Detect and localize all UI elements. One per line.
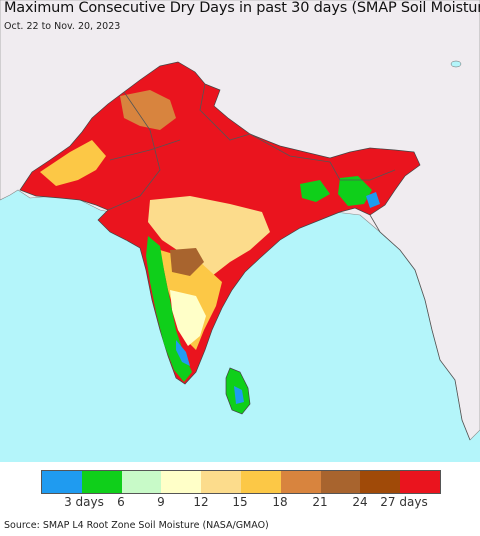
legend-label-21: 21 bbox=[312, 495, 328, 509]
legend-swatch-2 bbox=[121, 471, 162, 493]
legend-label-3: 3 days bbox=[64, 495, 104, 509]
legend-swatch-0 bbox=[42, 471, 82, 493]
map bbox=[0, 0, 480, 462]
date-range: Oct. 22 to Nov. 20, 2023 bbox=[4, 21, 121, 32]
zone-blue-ne bbox=[366, 192, 380, 208]
zone-blue-kerala bbox=[176, 340, 190, 366]
myanmar-coast bbox=[369, 214, 471, 441]
source-credit: Source: SMAP L4 Root Zone Soil Moisture … bbox=[4, 520, 269, 531]
zone-green-east bbox=[338, 176, 372, 206]
zone-brown-deccan bbox=[170, 248, 204, 276]
legend-swatch-3 bbox=[161, 471, 202, 493]
map-title: Maximum Consecutive Dry Days in past 30 … bbox=[4, 0, 480, 16]
legend-swatch-6 bbox=[280, 471, 321, 493]
legend-swatch-8 bbox=[360, 471, 401, 493]
legend-label-24: 24 bbox=[352, 495, 368, 509]
legend-swatch-7 bbox=[320, 471, 361, 493]
zone-cream-south bbox=[170, 290, 206, 346]
south-asia-map bbox=[0, 0, 480, 462]
legend-swatch-4 bbox=[201, 471, 241, 493]
legend-label-18: 18 bbox=[272, 495, 288, 509]
borders bbox=[107, 83, 396, 211]
legend-swatch-9 bbox=[400, 471, 440, 493]
zone-light-center bbox=[148, 196, 270, 276]
legend-label-9: 9 bbox=[157, 495, 165, 509]
zone-green-ne bbox=[300, 180, 330, 202]
lake bbox=[450, 60, 462, 68]
zone-orange-north bbox=[120, 90, 176, 130]
zone-yellow-nw bbox=[40, 140, 106, 186]
legend-swatch-1 bbox=[81, 471, 122, 493]
sri-lanka-center bbox=[234, 386, 244, 404]
legend-label-15: 15 bbox=[232, 495, 248, 509]
legend-label-12: 12 bbox=[193, 495, 209, 509]
legend-label-27: 27 days bbox=[380, 495, 428, 509]
color-legend bbox=[41, 470, 441, 494]
legend-swatch-5 bbox=[240, 471, 281, 493]
legend-label-6: 6 bbox=[117, 495, 125, 509]
